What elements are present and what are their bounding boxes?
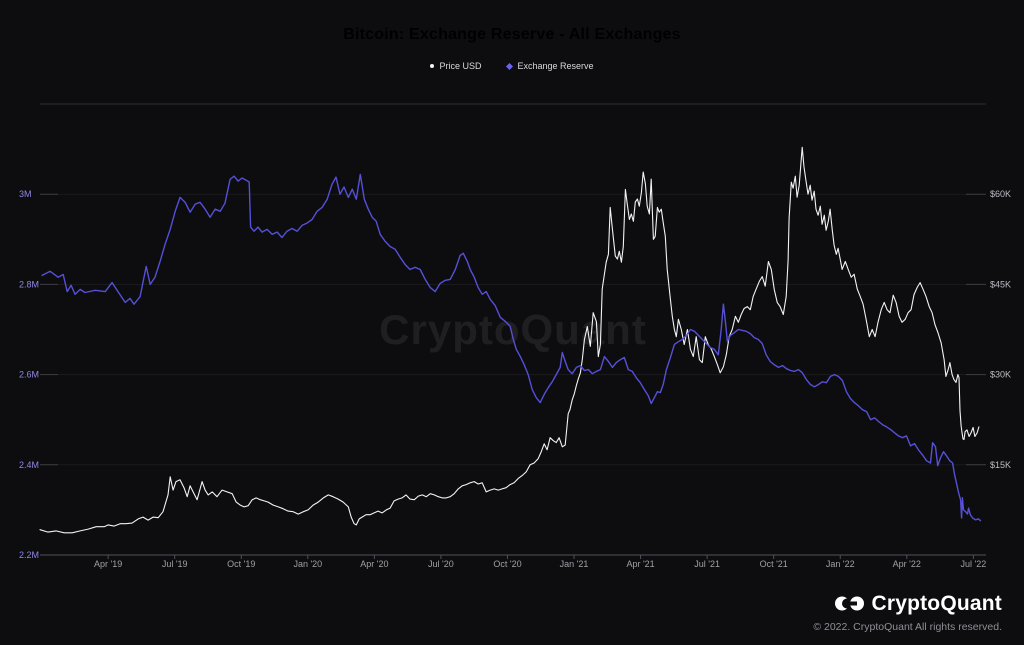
legend: Price USD Exchange Reserve [0,61,1024,71]
legend-item-exchange-reserve[interactable]: Exchange Reserve [506,61,594,71]
x-tick-label: Jul '22 [960,559,986,569]
x-tick-label: Jan '20 [293,559,322,569]
x-tick-label: Oct '20 [493,559,521,569]
y-left-tick-label: 3M [19,189,32,199]
legend-label-price-usd: Price USD [439,61,482,71]
footer: CryptoQuant © 2022. CryptoQuant All righ… [813,590,1002,634]
x-tick-label: Jul '20 [428,559,454,569]
y-left-tick-label: 2.4M [19,460,39,470]
y-right-tick-label: $60K [990,189,1011,199]
page-title: Bitcoin: Exchange Reserve - All Exchange… [343,26,681,43]
x-tick-label: Oct '19 [227,559,255,569]
x-tick-label: Jan '21 [560,559,589,569]
copyright-text: © 2022. CryptoQuant All rights reserved. [813,621,1002,633]
x-tick-label: Jul '21 [694,559,720,569]
y-left-tick-label: 2.2M [19,550,39,560]
x-tick-label: Oct '21 [760,559,788,569]
cryptoquant-logo-mark-icon [835,596,865,611]
y-left-tick-label: 2.6M [19,370,39,380]
cryptoquant-logo[interactable]: CryptoQuant [813,590,1002,617]
series-line-exchange-reserve [41,173,982,522]
y-left-tick-label: 2.8M [19,279,39,289]
y-right-tick-label: $15K [990,460,1011,470]
legend-item-price-usd[interactable]: Price USD [430,61,481,71]
y-right-tick-label: $30K [990,370,1011,380]
x-tick-label: Jul '19 [162,559,188,569]
y-right-tick-label: $45K [990,279,1011,289]
price-usd-legend-dot-icon [430,64,435,68]
series-line-price-usd [39,146,980,534]
x-tick-label: Apr '21 [626,559,654,569]
x-tick-label: Jan '22 [826,559,855,569]
x-tick-label: Apr '19 [94,559,122,569]
x-tick-label: Apr '22 [893,559,921,569]
x-tick-label: Apr '20 [360,559,388,569]
cryptoquant-logo-text: CryptoQuant [871,591,1002,615]
legend-label-exchange-reserve: Exchange Reserve [517,61,594,71]
